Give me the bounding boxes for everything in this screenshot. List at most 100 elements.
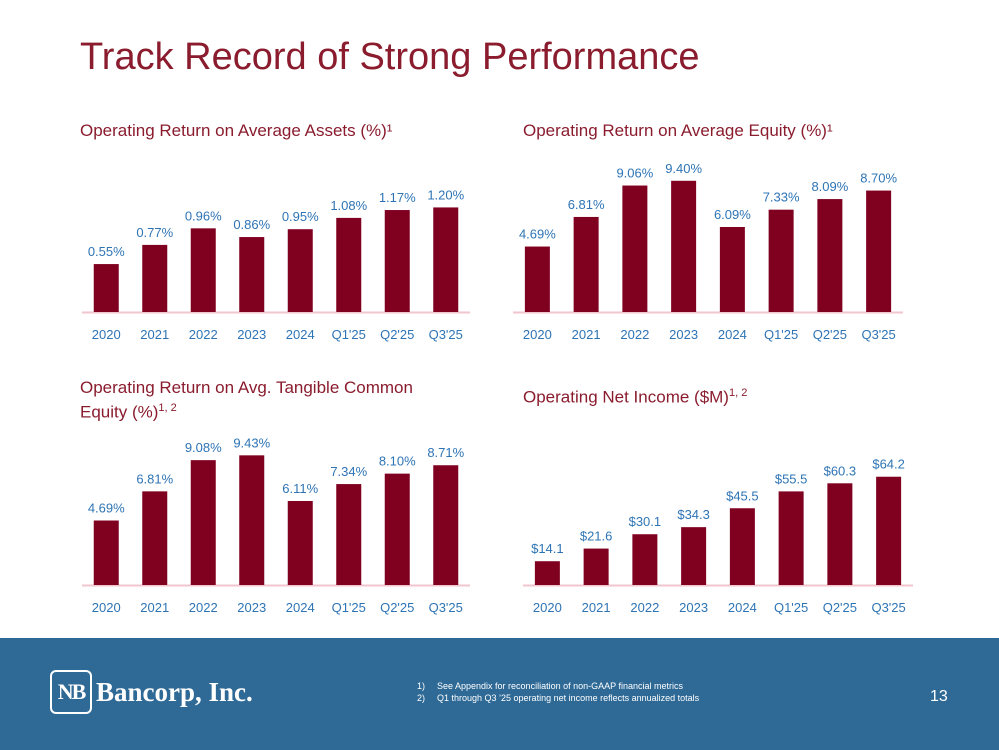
tick-label-roae-1: 2021 (572, 327, 601, 342)
bar-net-income-6 (827, 483, 853, 585)
tick-label-roaa-3: 2023 (237, 327, 266, 342)
tick-label-roae-4: 2024 (718, 327, 747, 342)
tick-label-roae-0: 2020 (523, 327, 552, 342)
data-label-roae-4: 6.09% (714, 207, 751, 222)
tick-label-roae-3: 2023 (669, 327, 698, 342)
tick-label-net-income-7: Q3'25 (871, 600, 905, 615)
data-label-rotce-3: 9.43% (233, 435, 270, 450)
page-number: 13 (930, 688, 948, 705)
data-label-rotce-1: 6.81% (136, 471, 173, 486)
tick-label-roae-2: 2022 (620, 327, 649, 342)
data-label-roae-5: 7.33% (763, 190, 800, 205)
footnote: 2) Q1 through Q3 ’25 operating net income… (417, 693, 700, 703)
bar-net-income-1 (583, 548, 609, 585)
bar-roaa-2 (190, 228, 216, 312)
charts-canvas: 0.55% 2020 0.77% 2021 0.96% 2022 0.86% 2023 0.95… (82, 161, 913, 615)
tick-label-roaa-5: Q1'25 (332, 327, 366, 342)
tick-label-rotce-3: 2023 (237, 600, 266, 615)
data-label-rotce-7: 8.71% (427, 445, 464, 460)
chart-title-rotce: Operating Return on Avg. Tangible Common… (80, 378, 413, 422)
bar-roae-6 (817, 199, 843, 312)
data-label-roaa-3: 0.86% (233, 217, 270, 232)
data-label-rotce-2: 9.08% (185, 440, 222, 455)
data-label-roaa-4: 0.95% (282, 209, 319, 224)
bar-roae-3 (671, 180, 697, 312)
data-label-roaa-0: 0.55% (88, 244, 125, 259)
bar-roae-1 (573, 216, 599, 312)
tick-label-net-income-6: Q2'25 (823, 600, 857, 615)
footnote: 1) See Appendix for reconciliation of non… (417, 681, 683, 691)
data-label-net-income-5: $55.5 (775, 471, 808, 486)
data-label-net-income-6: $60.3 (824, 463, 857, 478)
bar-rotce-6 (384, 473, 410, 585)
tick-label-net-income-0: 2020 (533, 600, 562, 615)
bar-rotce-5 (336, 484, 362, 585)
company-logo: NB Bancorp, Inc. (50, 670, 253, 714)
tick-label-roae-7: Q3'25 (861, 327, 895, 342)
bar-roaa-0 (93, 264, 119, 312)
tick-label-roae-6: Q2'25 (813, 327, 847, 342)
tick-label-roae-5: Q1'25 (764, 327, 798, 342)
data-label-roae-6: 8.09% (811, 179, 848, 194)
tick-label-rotce-6: Q2'25 (380, 600, 414, 615)
logo-mark: NB (50, 670, 92, 714)
tick-label-rotce-1: 2021 (140, 600, 169, 615)
chart-title-roae: Operating Return on Average Equity (%)¹ (523, 121, 833, 140)
bar-roaa-6 (384, 210, 410, 312)
chart-title-roaa: Operating Return on Average Assets (%)¹ (80, 121, 393, 140)
bar-net-income-0 (534, 561, 560, 585)
bar-roaa-5 (336, 217, 362, 312)
data-label-rotce-5: 7.34% (330, 464, 367, 479)
logo-text: Bancorp, Inc. (96, 676, 253, 707)
tick-label-rotce-5: Q1'25 (332, 600, 366, 615)
data-label-roae-1: 6.81% (568, 197, 605, 212)
bar-net-income-7 (876, 476, 902, 585)
bar-rotce-4 (287, 500, 313, 585)
bar-net-income-2 (632, 534, 658, 585)
tick-label-roaa-1: 2021 (140, 327, 169, 342)
bar-net-income-4 (729, 508, 755, 585)
bar-roae-7 (866, 190, 892, 312)
tick-label-roaa-7: Q3'25 (429, 327, 463, 342)
tick-label-net-income-3: 2023 (679, 600, 708, 615)
bar-roae-4 (719, 226, 745, 312)
bar-rotce-3 (239, 455, 265, 585)
data-label-rotce-0: 4.69% (88, 501, 125, 516)
footnotes: 1) See Appendix for reconciliation of non… (417, 680, 699, 704)
data-label-net-income-0: $14.1 (531, 541, 564, 556)
tick-label-net-income-4: 2024 (728, 600, 757, 615)
bar-rotce-7 (433, 465, 459, 585)
bar-rotce-0 (93, 520, 119, 585)
tick-label-rotce-4: 2024 (286, 600, 315, 615)
bar-roae-2 (622, 185, 648, 312)
tick-label-rotce-2: 2022 (189, 600, 218, 615)
data-label-roaa-2: 0.96% (185, 208, 222, 223)
tick-label-net-income-2: 2022 (630, 600, 659, 615)
chart-title-net-income: Operating Net Income ($M)1, 2 (523, 387, 748, 407)
bar-roaa-3 (239, 237, 265, 312)
data-label-net-income-3: $34.3 (677, 507, 710, 522)
footer-bar: NB Bancorp, Inc. 1) See Appendix for reco… (0, 638, 999, 750)
tick-label-roaa-2: 2022 (189, 327, 218, 342)
bar-roaa-7 (433, 207, 459, 312)
data-label-roae-2: 9.06% (616, 166, 653, 181)
bar-net-income-5 (778, 491, 804, 585)
data-label-net-income-2: $30.1 (629, 514, 662, 529)
tick-label-roaa-0: 2020 (92, 327, 121, 342)
tick-label-rotce-7: Q3'25 (429, 600, 463, 615)
tick-label-roaa-6: Q2'25 (380, 327, 414, 342)
data-label-roae-7: 8.70% (860, 171, 897, 186)
data-label-roaa-1: 0.77% (136, 225, 173, 240)
data-label-roaa-6: 1.17% (379, 190, 416, 205)
bar-rotce-1 (142, 491, 168, 585)
data-label-net-income-4: $45.5 (726, 488, 759, 503)
data-label-roaa-5: 1.08% (330, 198, 367, 213)
bar-roae-5 (768, 209, 794, 312)
data-label-roaa-7: 1.20% (427, 187, 464, 202)
data-label-roae-3: 9.40% (665, 161, 702, 176)
bar-net-income-3 (681, 527, 707, 585)
bar-rotce-2 (190, 460, 216, 585)
bar-roaa-4 (287, 229, 313, 312)
tick-label-net-income-5: Q1'25 (774, 600, 808, 615)
data-label-roae-0: 4.69% (519, 227, 556, 242)
